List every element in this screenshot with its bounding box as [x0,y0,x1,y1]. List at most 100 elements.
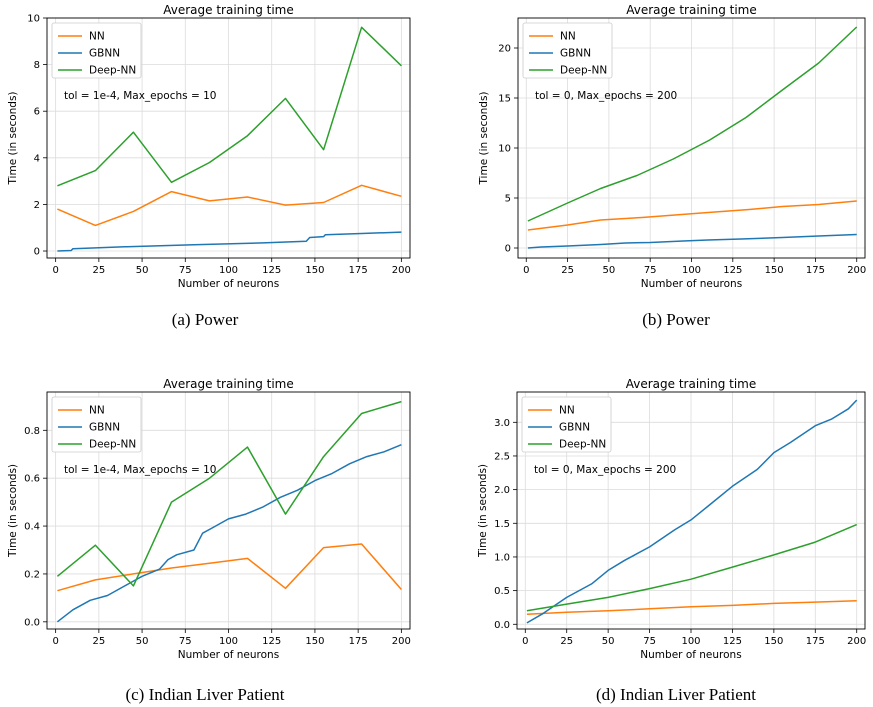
legend-label: GBNN [89,48,120,60]
y-axis-label: Time (in seconds) [477,464,489,558]
y-tick-label: 2.0 [494,485,510,496]
annotation-text: tol = 1e-4, Max_epochs = 10 [64,464,216,476]
x-tick-label: 75 [644,265,657,276]
x-tick-label: 75 [179,636,192,647]
chart-title: Average training time [163,3,294,17]
y-tick-label: 0.5 [494,586,510,597]
series-line-nn [526,599,857,615]
annotation-text: tol = 1e-4, Max_epochs = 10 [64,90,216,102]
x-tick-label: 150 [765,265,784,276]
x-tick-label: 100 [681,636,700,647]
y-tick-label: 8 [34,60,40,71]
series-line-nn [57,184,402,227]
x-axis-label: Number of neurons [641,278,742,290]
x-tick-label: 150 [764,636,783,647]
series-line-gbnn [526,399,858,624]
y-tick-label: 1.5 [494,519,510,530]
legend: NN GBNN Deep-NN [521,396,612,453]
chart-title: Average training time [163,377,294,391]
x-tick-label: 25 [560,636,573,647]
y-tick-label: 0.8 [24,426,40,437]
series-line-gbnn [527,233,857,249]
x-tick-label: 125 [723,636,742,647]
legend-label: Deep-NN [560,65,607,77]
x-tick-label: 200 [847,636,866,647]
x-tick-label: 25 [92,636,105,647]
annotation-text: tol = 0, Max_epochs = 200 [534,464,676,476]
x-tick-label: 50 [136,265,149,276]
series-line-deep-nn [527,26,858,222]
x-tick-label: 0 [52,265,58,276]
x-tick-label: 75 [643,636,656,647]
y-tick-label: 0.4 [24,522,40,533]
legend-label: GBNN [560,48,591,60]
legend-label: Deep-NN [89,439,136,451]
y-tick-label: 2 [34,200,40,211]
x-tick-label: 50 [136,636,149,647]
x-tick-label: 125 [723,265,742,276]
series-line-gbnn [57,231,402,252]
chart-title: Average training time [626,3,757,17]
legend-label: GBNN [559,422,590,434]
chart-panel-2: 0 25 50 75 100 125 150 175 200 0.0 0.2 0.4 0.6 0.8 Ave… [7,377,411,661]
chart-panel-1: 0 25 50 75 100 125 150 175 200 0 5 10 15 20 Average tr… [478,3,866,290]
chart-title: Average training time [626,377,757,391]
y-tick-label: 15 [498,94,511,105]
y-tick-label: 4 [34,153,40,164]
series-line-deep-nn [56,400,402,587]
y-tick-label: 2.5 [494,451,510,462]
legend-label: GBNN [89,422,120,434]
y-tick-label: 0.0 [24,617,40,628]
series-line-nn [57,543,402,592]
x-tick-label: 100 [219,265,238,276]
y-tick-label: 20 [498,44,511,55]
x-axis-label: Number of neurons [640,649,741,661]
x-tick-label: 200 [847,265,866,276]
x-tick-label: 150 [305,636,324,647]
x-tick-label: 175 [349,265,368,276]
legend-label: Deep-NN [89,65,136,77]
x-tick-label: 0 [522,636,528,647]
x-tick-label: 175 [349,636,368,647]
y-axis-label: Time (in seconds) [7,91,19,185]
chart-panel-0: 0 25 50 75 100 125 150 175 200 0 2 4 6 8 10 Average tra… [7,3,411,290]
y-tick-label: 6 [34,107,40,118]
y-tick-label: 10 [498,144,511,155]
legend-label: NN [89,405,105,417]
legend: NN GBNN Deep-NN [51,396,142,453]
x-tick-label: 25 [561,265,574,276]
x-axis-label: Number of neurons [178,278,279,290]
x-axis-label: Number of neurons [178,649,279,661]
y-tick-label: 0 [505,244,511,255]
y-tick-label: 5 [505,194,511,205]
y-axis-label: Time (in seconds) [7,464,19,558]
y-tick-label: 0.6 [24,474,40,485]
figure-caption: (a) Power [172,310,239,329]
legend: NN GBNN Deep-NN [51,22,142,79]
x-tick-label: 175 [806,636,825,647]
y-tick-label: 3.0 [494,418,510,429]
x-tick-label: 100 [682,265,701,276]
x-tick-label: 125 [262,265,281,276]
y-tick-label: 10 [27,14,40,25]
x-tick-label: 25 [92,265,105,276]
series-line-gbnn [56,444,402,623]
y-tick-label: 0 [34,247,40,258]
series-line-deep-nn [57,26,402,187]
legend-label: NN [559,405,575,417]
y-tick-label: 0.2 [24,569,40,580]
y-tick-label: 1.0 [494,552,510,563]
x-tick-label: 75 [179,265,192,276]
x-tick-label: 100 [219,636,238,647]
x-tick-label: 200 [392,636,411,647]
legend-label: NN [560,31,576,43]
series-line-nn [527,200,857,231]
figure-caption: (b) Power [642,310,710,329]
y-tick-label: 0.0 [494,620,510,631]
x-tick-label: 0 [523,265,529,276]
chart-panel-3: 0 25 50 75 100 125 150 175 200 0.0 0.5 1.0 1.5 2.0 2.5… [477,377,866,661]
x-tick-label: 50 [603,265,616,276]
figure-caption: (c) Indian Liver Patient [125,685,284,704]
series-line-deep-nn [526,523,857,612]
